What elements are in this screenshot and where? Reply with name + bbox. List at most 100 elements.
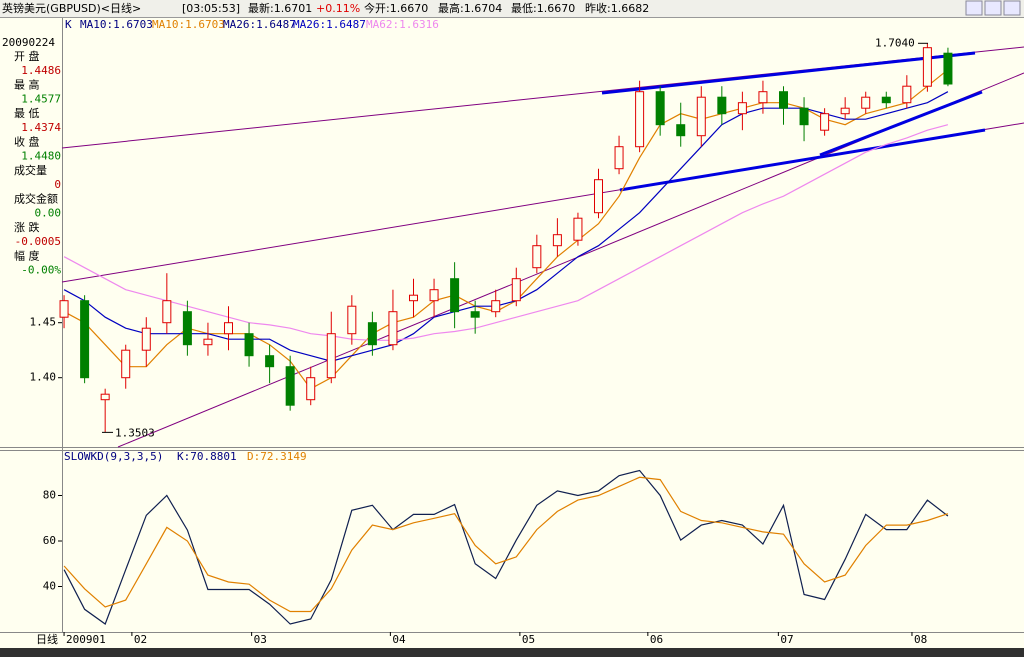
x-tick-label: 04 <box>392 633 406 646</box>
info-value: 1.4486 <box>21 64 61 77</box>
candle-body <box>429 289 439 302</box>
y-tick-label: 60 <box>43 534 56 547</box>
info-value: 1.4577 <box>21 93 61 106</box>
x-axis-label: 日线 <box>36 632 58 646</box>
candle-body <box>511 278 521 302</box>
candle-body <box>203 338 213 346</box>
header-prev-close: 昨收:1.6682 <box>585 1 649 15</box>
candle-body <box>573 217 583 241</box>
candle-body <box>635 91 645 148</box>
info-label: 收 盘 <box>14 135 40 149</box>
next-button[interactable] <box>984 0 1002 16</box>
candle-body <box>141 327 151 351</box>
candle-body <box>121 349 131 379</box>
candle-body <box>162 300 172 324</box>
header-open: 今开:1.6670 <box>364 1 428 15</box>
y-tick-label: 1.45 <box>30 316 57 329</box>
candle-body <box>59 300 69 318</box>
info-label: 最 低 <box>14 107 40 120</box>
info-label: 成交金额 <box>14 192 58 206</box>
candle-body <box>552 234 562 247</box>
info-value: 0.00 <box>35 207 62 220</box>
legend-item: MA62:1.6316 <box>366 18 439 31</box>
prev-button[interactable] <box>965 0 983 16</box>
x-tick-label: 05 <box>522 633 535 646</box>
info-value: 0 <box>54 178 61 191</box>
header-high: 最高:1.6704 <box>438 1 502 15</box>
candle-body <box>100 393 110 401</box>
trend-line <box>619 128 986 192</box>
line-series <box>63 476 949 613</box>
x-tick-label: 06 <box>650 633 663 646</box>
candle-body <box>758 91 768 104</box>
line-series <box>63 124 949 341</box>
info-label: 涨 跌 <box>14 220 40 234</box>
candle-body <box>285 366 295 406</box>
candle-body <box>676 124 686 137</box>
x-tick-label: 08 <box>914 633 927 646</box>
candle-body <box>717 96 727 115</box>
line-series <box>63 69 949 390</box>
legend-item: D:72.3149 <box>247 450 307 463</box>
header-title: 英镑美元(GBPUSD)<日线> <box>2 1 141 15</box>
window-buttons <box>965 0 1021 16</box>
y-tick-label: 1.40 <box>30 371 57 384</box>
candle-body <box>532 245 542 269</box>
candle-body <box>881 96 891 104</box>
legend-item: K <box>65 18 72 31</box>
candle-body <box>265 355 275 368</box>
info-value: -0.00% <box>21 264 61 277</box>
legend-item: MA10:1.6703 <box>152 18 225 31</box>
candle-body <box>614 146 624 170</box>
x-tick-label: 03 <box>254 633 267 646</box>
info-value: 1.4480 <box>21 150 61 163</box>
legend-item: MA10:1.6703 <box>80 18 153 31</box>
x-tick-label: 02 <box>134 633 147 646</box>
header-change: +0.11% <box>316 2 360 15</box>
candle-body <box>594 179 603 214</box>
info-label: 最 高 <box>14 78 40 92</box>
candle-body <box>80 300 90 379</box>
candle-body <box>861 96 871 109</box>
candle-body <box>244 333 254 357</box>
x-tick-label: 07 <box>780 633 793 646</box>
candle-body <box>779 91 788 109</box>
candle-body <box>470 311 480 318</box>
candle-body <box>491 300 501 313</box>
y-tick-label: 80 <box>43 489 56 502</box>
candle-body <box>388 311 398 346</box>
info-label: 幅 度 <box>14 249 40 263</box>
candle-body <box>799 107 809 126</box>
candle-body <box>182 311 192 346</box>
candle-body <box>696 96 706 137</box>
legend-item: K:70.8801 <box>177 450 237 463</box>
line-series <box>63 469 949 625</box>
candle-body <box>224 322 233 335</box>
candle-body <box>943 52 953 85</box>
trend-lines <box>61 46 1024 448</box>
trend-line <box>601 51 976 95</box>
legend-item: MA26:1.6487 <box>293 18 366 31</box>
trend-line <box>819 90 983 157</box>
header-latest: 最新:1.6701 <box>248 1 312 15</box>
candle-body <box>306 377 316 401</box>
candle-body <box>655 91 665 126</box>
info-value: -0.0005 <box>15 235 61 248</box>
info-date: 20090224 <box>2 36 55 49</box>
annotation: 1.7040 <box>875 36 915 49</box>
candle-body <box>450 278 460 313</box>
info-value: 1.4374 <box>21 121 61 134</box>
candle-body <box>840 107 850 115</box>
candle-body <box>326 333 336 379</box>
candle-body <box>902 85 912 104</box>
legend-item: MA26:1.6487 <box>223 18 296 31</box>
candle-body <box>737 102 747 115</box>
annotation: 1.3503 <box>115 426 155 439</box>
title-bar <box>0 0 1024 17</box>
x-tick-label: 200901 <box>66 633 106 646</box>
header-time: [03:05:53] <box>182 2 240 15</box>
candle-body <box>347 305 357 335</box>
close-button[interactable] <box>1003 0 1021 16</box>
